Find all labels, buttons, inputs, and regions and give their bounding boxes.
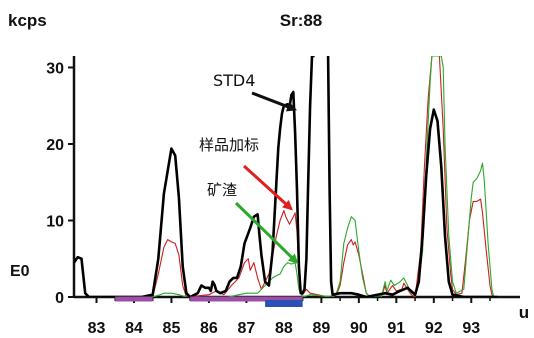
series-layer: [74, 56, 498, 297]
annotation-label-1: 样品加标: [199, 136, 259, 154]
range-bar-1: [190, 296, 303, 302]
series-line-1: [326, 56, 498, 297]
x-tick-label: 88: [275, 320, 293, 337]
x-tick-label: 87: [238, 320, 256, 337]
y-axis-marker-e0: E0: [10, 263, 30, 280]
x-tick-label: 90: [350, 320, 368, 337]
y-tick-label: 0: [55, 290, 64, 307]
y-axis-label: kcps: [8, 11, 47, 30]
annotation-arrow-0: [251, 91, 297, 112]
annotation-label-2: 矿渣: [207, 181, 237, 199]
x-tick-label: 89: [312, 320, 330, 337]
y-tick-label: 10: [46, 213, 64, 230]
series-line-2: [152, 56, 495, 297]
x-tick-label: 85: [163, 320, 181, 337]
y-axis-ticks: 0 10 20 30: [46, 60, 74, 307]
y-tick-label: 30: [46, 60, 64, 77]
y-tick-label: 20: [46, 137, 64, 154]
chart-title: Sr:88: [280, 11, 323, 30]
annotation-label-0: STD4: [213, 71, 255, 90]
range-bars-layer: [115, 296, 303, 307]
x-tick-label: 84: [125, 320, 143, 337]
annotation-arrow-1: [242, 164, 293, 211]
range-bar-0: [115, 296, 153, 302]
series-line-3: [152, 56, 495, 297]
x-axis-unit-label: u: [519, 303, 529, 322]
x-tick-label: 91: [387, 320, 405, 337]
x-tick-label: 83: [88, 320, 106, 337]
series-line-0: [74, 56, 315, 297]
x-tick-label: 92: [425, 320, 443, 337]
x-axis-ticks: 83 84 85 86 87 88 89 90 91 92 93: [88, 297, 491, 337]
x-tick-label: 93: [462, 320, 480, 337]
range-bar-2: [265, 300, 303, 307]
annotation-arrow-2: [234, 201, 299, 264]
x-tick-label: 86: [200, 320, 218, 337]
